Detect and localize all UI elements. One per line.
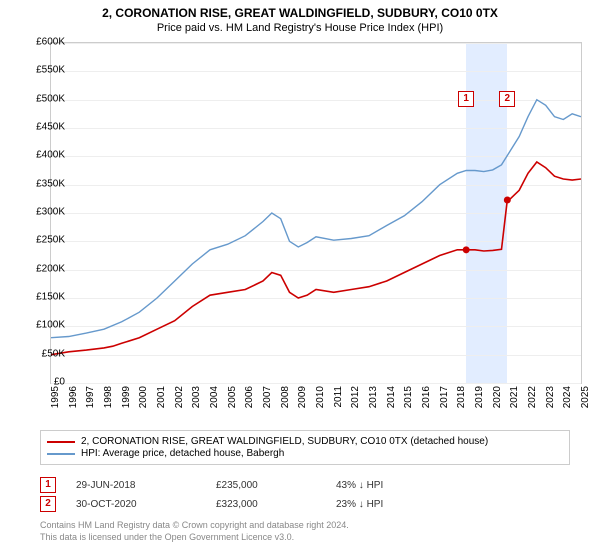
credit-line-1: Contains HM Land Registry data © Crown c…	[40, 520, 349, 532]
x-tick-label: 2014	[386, 386, 397, 408]
chart-title: 2, CORONATION RISE, GREAT WALDINGFIELD, …	[0, 0, 600, 20]
y-tick-label: £150K	[20, 292, 65, 303]
y-tick-label: £550K	[20, 65, 65, 76]
y-tick-label: £400K	[20, 150, 65, 161]
x-tick-label: 2018	[456, 386, 467, 408]
sale-marker-box-2: 2	[499, 91, 515, 107]
x-tick-label: 2004	[209, 386, 220, 408]
legend-label: HPI: Average price, detached house, Babe…	[81, 448, 284, 459]
chart-container: 2, CORONATION RISE, GREAT WALDINGFIELD, …	[0, 0, 600, 560]
x-tick-label: 2024	[562, 386, 573, 408]
y-tick-label: £350K	[20, 178, 65, 189]
series-line-hpi	[51, 100, 581, 338]
event-delta: 43% ↓ HPI	[336, 480, 456, 491]
event-marker: 2	[40, 496, 56, 512]
legend-swatch	[47, 441, 75, 443]
x-tick-label: 2015	[403, 386, 414, 408]
sale-dot-2	[504, 196, 511, 203]
legend-label: 2, CORONATION RISE, GREAT WALDINGFIELD, …	[81, 436, 488, 447]
x-tick-label: 1995	[50, 386, 61, 408]
x-tick-label: 2020	[492, 386, 503, 408]
event-delta: 23% ↓ HPI	[336, 499, 456, 510]
legend-row: 2, CORONATION RISE, GREAT WALDINGFIELD, …	[47, 436, 563, 447]
credit-line-2: This data is licensed under the Open Gov…	[40, 532, 349, 544]
credit-text: Contains HM Land Registry data © Crown c…	[40, 520, 349, 543]
chart-subtitle: Price paid vs. HM Land Registry's House …	[0, 20, 600, 38]
grid-line	[51, 383, 581, 384]
x-tick-label: 2010	[315, 386, 326, 408]
event-date: 29-JUN-2018	[76, 480, 216, 491]
x-tick-label: 2003	[191, 386, 202, 408]
y-tick-label: £500K	[20, 93, 65, 104]
x-tick-label: 2022	[527, 386, 538, 408]
x-tick-label: 2011	[333, 386, 344, 408]
x-tick-label: 2021	[509, 386, 520, 408]
x-tick-label: 2000	[138, 386, 149, 408]
event-date: 30-OCT-2020	[76, 499, 216, 510]
legend: 2, CORONATION RISE, GREAT WALDINGFIELD, …	[40, 430, 570, 465]
x-tick-label: 2007	[262, 386, 273, 408]
x-tick-label: 1997	[85, 386, 96, 408]
x-tick-label: 2009	[297, 386, 308, 408]
x-tick-label: 2019	[474, 386, 485, 408]
x-tick-label: 2012	[350, 386, 361, 408]
event-price: £235,000	[216, 480, 336, 491]
x-tick-label: 2002	[174, 386, 185, 408]
sale-marker-box-1: 1	[458, 91, 474, 107]
x-tick-label: 2016	[421, 386, 432, 408]
series-line-property	[51, 162, 581, 355]
event-row: 2 30-OCT-2020£323,00023% ↓ HPI	[40, 496, 456, 512]
y-tick-label: £300K	[20, 207, 65, 218]
event-marker: 1	[40, 477, 56, 493]
event-row: 1 29-JUN-2018£235,00043% ↓ HPI	[40, 477, 456, 493]
x-tick-label: 2008	[280, 386, 291, 408]
y-tick-label: £100K	[20, 320, 65, 331]
legend-swatch	[47, 453, 75, 455]
y-tick-label: £450K	[20, 122, 65, 133]
legend-row: HPI: Average price, detached house, Babe…	[47, 448, 563, 459]
x-tick-label: 2017	[439, 386, 450, 408]
chart-plot-area: 12	[50, 42, 582, 384]
x-tick-label: 2005	[227, 386, 238, 408]
x-tick-label: 2013	[368, 386, 379, 408]
x-tick-label: 2023	[545, 386, 556, 408]
x-tick-label: 2025	[580, 386, 591, 408]
event-price: £323,000	[216, 499, 336, 510]
y-tick-label: £200K	[20, 263, 65, 274]
y-tick-label: £600K	[20, 37, 65, 48]
y-tick-label: £250K	[20, 235, 65, 246]
x-tick-label: 2001	[156, 386, 167, 408]
sale-dot-1	[463, 246, 470, 253]
x-tick-label: 2006	[244, 386, 255, 408]
sale-events: 1 29-JUN-2018£235,00043% ↓ HPI 2 30-OCT-202…	[40, 474, 456, 515]
y-tick-label: £50K	[20, 348, 65, 359]
x-tick-label: 1996	[68, 386, 79, 408]
x-tick-label: 1999	[121, 386, 132, 408]
x-tick-label: 1998	[103, 386, 114, 408]
